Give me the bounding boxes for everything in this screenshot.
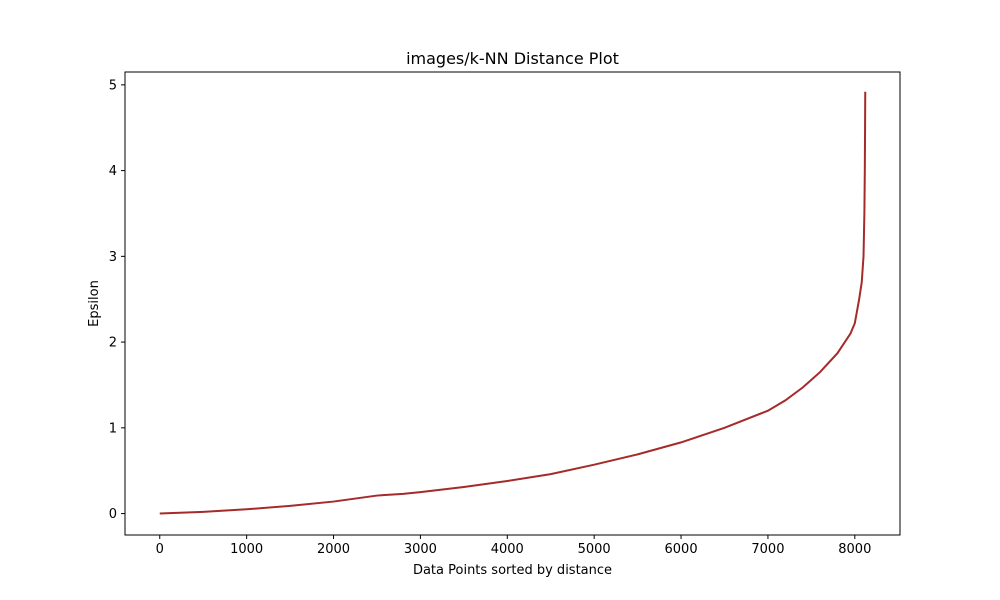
x-axis-label: Data Points sorted by distance — [413, 563, 612, 578]
y-tick-label: 4 — [109, 164, 117, 179]
y-tick-label: 2 — [109, 336, 117, 351]
x-tick-label: 1000 — [230, 542, 263, 557]
y-tick-label: 3 — [109, 250, 117, 265]
y-tick-label: 1 — [109, 421, 117, 436]
x-axis-ticks: 0 1000 2000 3000 4000 5000 6000 7000 8000 — [156, 535, 871, 557]
series-line — [159, 91, 867, 515]
y-tick-label: 0 — [109, 507, 117, 522]
plot-area — [125, 72, 900, 535]
x-tick-label: 2000 — [317, 542, 350, 557]
x-tick-label: 8000 — [838, 542, 871, 557]
x-tick-label: 4000 — [491, 542, 524, 557]
y-tick-label: 5 — [109, 78, 117, 93]
axes-frame — [124, 71, 901, 536]
y-axis-label: Epsilon — [87, 280, 102, 327]
x-tick-label: 0 — [156, 542, 164, 557]
x-tick-label: 6000 — [665, 542, 698, 557]
x-tick-label: 7000 — [751, 542, 784, 557]
chart-title: images/k-NN Distance Plot — [406, 49, 619, 68]
y-axis-ticks: 0 1 2 3 4 5 — [109, 78, 125, 522]
x-tick-label: 3000 — [404, 542, 437, 557]
x-tick-label: 5000 — [578, 542, 611, 557]
